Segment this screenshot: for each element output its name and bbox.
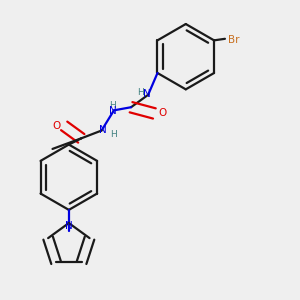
Text: H: H (109, 101, 116, 110)
Text: Br: Br (228, 35, 240, 45)
Text: N: N (65, 221, 73, 231)
Text: N: N (143, 88, 151, 98)
Text: H: H (111, 130, 117, 139)
Text: N: N (109, 106, 116, 116)
Text: O: O (52, 121, 61, 131)
Text: O: O (158, 109, 166, 118)
Text: N: N (99, 125, 107, 135)
Text: H: H (137, 88, 144, 97)
